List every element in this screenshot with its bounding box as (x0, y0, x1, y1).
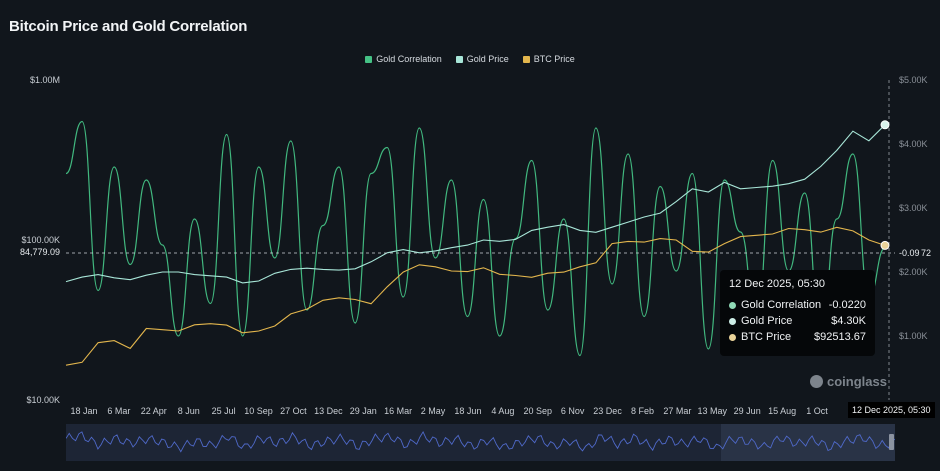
chart-legend: Gold Correlation Gold Price BTC Price (0, 54, 940, 64)
left-axis-tick: $1.00M (30, 75, 60, 85)
series-gold-correlation-line (65, 120, 886, 357)
legend-label-btc-price: BTC Price (533, 54, 575, 64)
x-axis-tick: 10 Sep (244, 406, 273, 416)
x-axis-tick: 29 Jun (734, 406, 761, 416)
x-axis-tick: 18 Jan (70, 406, 97, 416)
x-axis-tick: 13 May (698, 406, 728, 416)
tooltip-row-gold-price: Gold Price $4.30K (729, 313, 866, 329)
tooltip-row-gold-correlation: Gold Correlation -0.0220 (729, 297, 866, 313)
watermark-text: coinglass (827, 374, 887, 389)
tooltip-date: 12 Dec 2025, 05:30 (729, 278, 826, 290)
left-axis-tick: $100.00K (21, 235, 60, 245)
tooltip-row-btc-price: BTC Price $92513.67 (729, 329, 866, 345)
watermark: coinglass (810, 374, 887, 389)
x-axis-tick: 13 Dec (314, 406, 343, 416)
x-axis-tick: 27 Mar (663, 406, 691, 416)
tooltip-name: Gold Correlation (741, 299, 822, 311)
crosshair-right-label-2: 72 (921, 248, 932, 258)
legend-label-gold-price: Gold Price (466, 54, 509, 64)
x-axis-tick: 8 Jun (178, 406, 200, 416)
btc-price-end-marker (880, 240, 890, 250)
crosshair-left-label: 84,779.09 (20, 247, 61, 257)
x-axis-crosshair-label: 12 Dec 2025, 05:30 (848, 402, 935, 418)
x-axis-tick: 6 Nov (561, 406, 585, 416)
right-axis-tick: $2.00K (899, 267, 928, 277)
x-axis-tick: 20 Sep (523, 406, 552, 416)
legend-label-gold-correlation: Gold Correlation (376, 54, 442, 64)
tooltip-value: $92513.67 (814, 331, 866, 343)
x-axis-tick: 8 Feb (631, 406, 654, 416)
chart-title: Bitcoin Price and Gold Correlation (9, 18, 248, 35)
x-axis-tick: 4 Aug (491, 406, 514, 416)
x-axis-tick: 18 Jun (454, 406, 481, 416)
legend-gold-price[interactable]: Gold Price (455, 54, 509, 64)
range-navigator[interactable] (66, 424, 895, 461)
x-axis-tick: 22 Apr (141, 406, 167, 416)
x-axis-tick: 29 Jan (350, 406, 377, 416)
x-axis-tick: 16 Mar (384, 406, 412, 416)
left-axis-tick: $10.00K (26, 395, 60, 405)
legend-btc-price[interactable]: BTC Price (522, 54, 575, 64)
x-axis-tick: 1 Oct (806, 406, 828, 416)
x-axis-tick: 25 Jul (212, 406, 236, 416)
right-axis-tick: $1.00K (899, 331, 928, 341)
crosshair-right-label: -0.09 (899, 248, 920, 258)
x-axis-tick: 2 May (421, 406, 446, 416)
legend-swatch-btc-price (522, 55, 530, 63)
legend-gold-correlation[interactable]: Gold Correlation (365, 54, 442, 64)
right-axis-tick: $4.00K (899, 139, 928, 149)
tooltip-dot-gold-correlation (729, 301, 736, 309)
tooltip-value: -0.0220 (828, 299, 866, 311)
series-btc-price-line (65, 226, 886, 366)
tooltip-dot-gold-price (729, 317, 736, 325)
gold-price-end-marker (880, 120, 890, 130)
navigator-series-line (66, 430, 895, 453)
legend-swatch-gold-price (455, 55, 463, 63)
legend-swatch-gold-correlation (365, 55, 373, 63)
x-axis-tick: 6 Mar (107, 406, 130, 416)
coinglass-logo-icon (810, 375, 823, 388)
series-gold-price-line (65, 124, 886, 284)
tooltip-name: BTC Price (741, 331, 792, 343)
right-axis-tick: $5.00K (899, 75, 928, 85)
x-axis-tick: 23 Dec (593, 406, 622, 416)
tooltip-dot-btc-price (729, 333, 736, 341)
tooltip-name: Gold Price (741, 315, 793, 327)
tooltip-value: $4.30K (831, 315, 866, 327)
chart-tooltip: 12 Dec 2025, 05:30 Gold Correlation -0.0… (720, 270, 875, 356)
right-axis-tick: $3.00K (899, 203, 928, 213)
x-axis-tick: 27 Oct (280, 406, 307, 416)
navigator-handle (889, 434, 894, 450)
x-axis-tick: 15 Aug (768, 406, 796, 416)
